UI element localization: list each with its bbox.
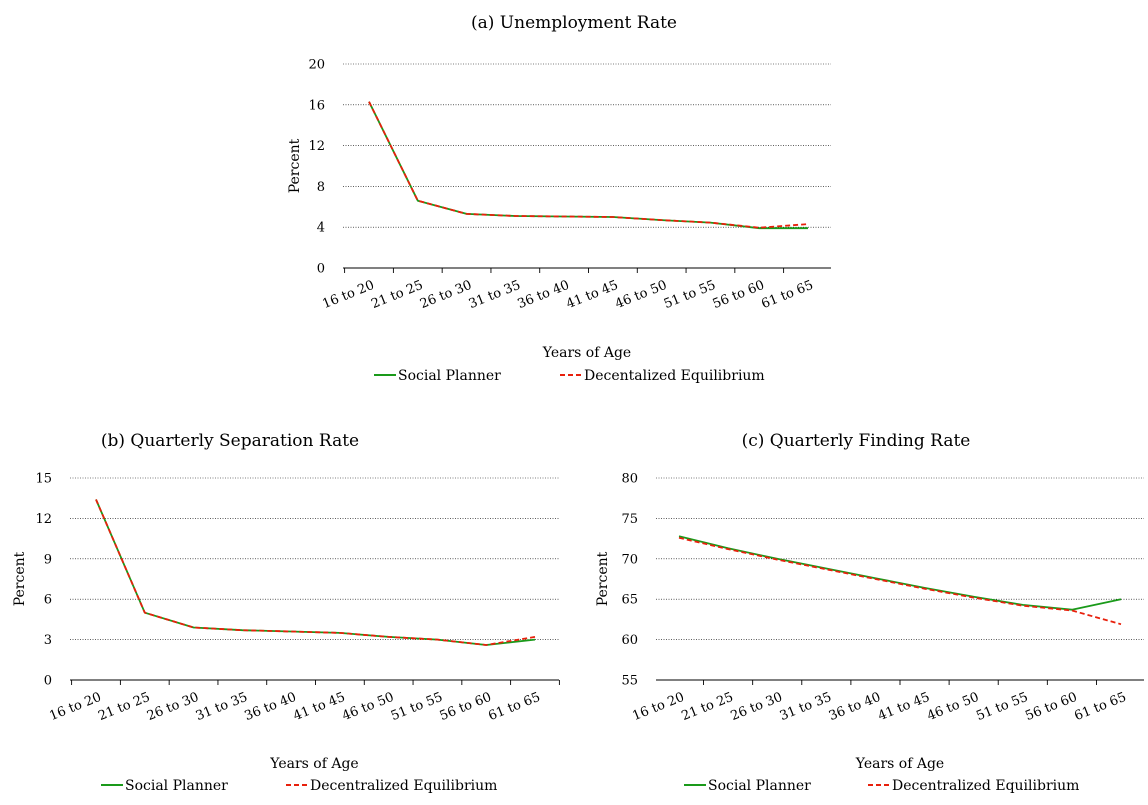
x-axis-label: Years of Age (269, 756, 358, 772)
y-tick-label: 0 (44, 674, 52, 689)
x-tick-label: 61 to 65 (759, 278, 815, 312)
x-tick-label: 31 to 35 (467, 278, 523, 312)
x-tick-label: 46 to 50 (340, 690, 396, 724)
y-tick-label: 12 (35, 512, 52, 527)
y-tick-label: 16 (308, 98, 325, 113)
y-tick-label: 70 (621, 552, 638, 567)
series-line-decentralized (95, 499, 536, 646)
x-tick-label: 56 to 60 (711, 278, 767, 312)
y-axis-label: Percent (12, 551, 28, 606)
y-axis-label: Percent (287, 138, 303, 193)
legend-label: Decentralized Equilibrium (892, 778, 1079, 794)
y-tick-label: 65 (621, 593, 638, 608)
x-tick-label: 56 to 60 (1023, 690, 1079, 724)
y-tick-label: 20 (308, 58, 325, 73)
x-tick-label: 41 to 45 (564, 278, 620, 312)
chart-title: (a) Unemployment Rate (471, 13, 677, 33)
x-tick-label: 51 to 55 (662, 278, 718, 312)
series-line-social-planner (95, 499, 536, 646)
x-tick-label: 16 to 20 (320, 278, 376, 312)
series-line-decentralized (368, 101, 809, 229)
y-tick-label: 12 (308, 139, 325, 154)
legend-label: Social Planner (708, 778, 811, 794)
x-tick-label: 26 to 30 (145, 690, 201, 724)
y-tick-label: 80 (621, 472, 638, 487)
x-tick-label: 36 to 40 (243, 690, 299, 724)
legend-label: Social Planner (125, 778, 228, 794)
y-axis-label: Percent (595, 551, 611, 606)
x-tick-label: 21 to 25 (96, 690, 152, 724)
x-tick-label: 16 to 20 (630, 690, 686, 724)
x-tick-label: 41 to 45 (876, 690, 932, 724)
x-tick-label: 46 to 50 (613, 278, 669, 312)
x-tick-label: 46 to 50 (925, 690, 981, 724)
x-tick-label: 21 to 25 (680, 690, 736, 724)
x-tick-label: 61 to 65 (1072, 690, 1128, 724)
y-tick-label: 55 (621, 674, 638, 689)
x-tick-label: 26 to 30 (418, 278, 474, 312)
y-tick-label: 6 (44, 593, 52, 608)
x-tick-label: 26 to 30 (729, 690, 785, 724)
legend-label: Decentralized Equilibrium (310, 778, 497, 794)
legend-label: Decentalized Equilibrium (584, 368, 765, 384)
chart-unemployment-rate: (a) Unemployment Rate 0 4 8 12 16 20 16 to 2021… (287, 13, 831, 384)
x-tick-label: 36 to 40 (516, 278, 572, 312)
y-tick-label: 3 (44, 633, 52, 648)
x-tick-label: 16 to 20 (47, 690, 103, 724)
y-tick-label: 75 (621, 512, 638, 527)
chart-finding-rate: (c) Quarterly Finding Rate 55 60 65 70 75 80 16… (595, 431, 1144, 794)
x-tick-label: 61 to 65 (486, 690, 542, 724)
y-tick-label: 15 (35, 472, 52, 487)
y-tick-label: 8 (317, 180, 325, 195)
x-tick-label: 21 to 25 (369, 278, 425, 312)
x-tick-label: 31 to 35 (194, 690, 250, 724)
series-line-social-planner (368, 101, 808, 230)
series-line-social-planner (678, 535, 1122, 611)
x-tick-label: 56 to 60 (438, 690, 494, 724)
chart-separation-rate: (b) Quarterly Separation Rate 0 3 6 9 12 15 16 … (12, 431, 560, 794)
y-tick-label: 0 (317, 262, 325, 277)
x-tick-label: 31 to 35 (778, 690, 834, 724)
series-line-decentralized (678, 536, 1122, 626)
chart-title: (c) Quarterly Finding Rate (742, 431, 971, 451)
x-axis-label: Years of Age (542, 345, 631, 361)
x-tick-label: 51 to 55 (389, 690, 445, 724)
x-tick-label: 36 to 40 (827, 690, 883, 724)
x-tick-label: 41 to 45 (291, 690, 347, 724)
legend-label: Social Planner (398, 368, 501, 384)
x-tick-label: 51 to 55 (974, 690, 1030, 724)
chart-title: (b) Quarterly Separation Rate (101, 431, 359, 451)
y-tick-label: 9 (44, 552, 52, 567)
y-tick-label: 4 (317, 221, 325, 236)
x-axis-label: Years of Age (855, 756, 944, 772)
y-tick-label: 60 (621, 633, 638, 648)
